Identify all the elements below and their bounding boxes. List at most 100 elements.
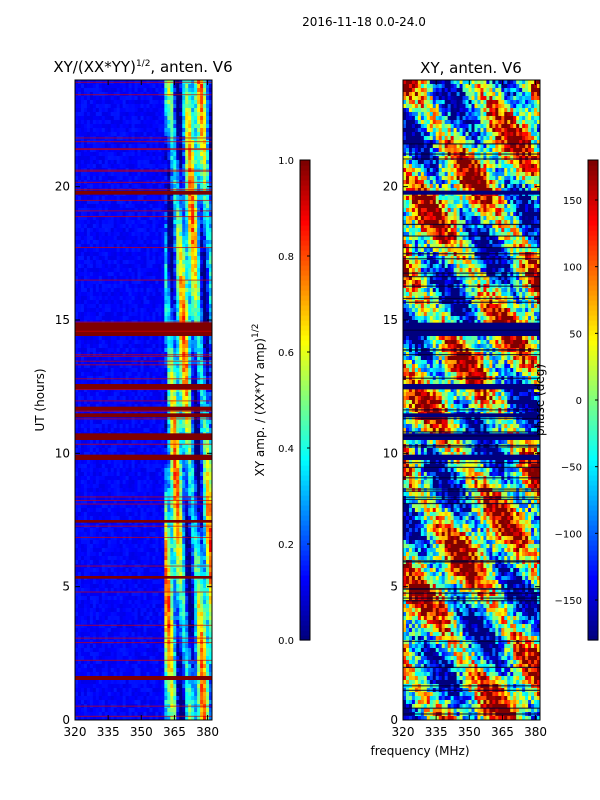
heatmap-cell [75, 380, 79, 385]
heatmap-cell [179, 208, 183, 213]
heatmap-cell [194, 112, 198, 117]
heatmap-cell [191, 212, 195, 217]
heatmap-cell [75, 512, 79, 517]
heatmap-cell [155, 268, 159, 273]
heatmap-cell [110, 144, 115, 149]
heatmap-cell [122, 488, 127, 493]
heatmap-cell [143, 392, 147, 397]
heatmap-cell [113, 132, 118, 137]
heatmap-cell [83, 248, 88, 253]
heatmap-cell [92, 244, 97, 249]
heatmap-cell [155, 88, 159, 93]
heatmap-cell [164, 224, 168, 229]
heatmap-cell [194, 300, 198, 305]
heatmap-cell [75, 268, 79, 273]
heatmap-cell [95, 368, 100, 373]
heatmap-cell [110, 476, 115, 481]
heatmap-cell [83, 348, 88, 353]
heatmap-cell [119, 216, 124, 221]
heatmap-cell [80, 100, 85, 105]
heatmap-cell [188, 464, 192, 469]
heatmap-cell [164, 420, 168, 425]
heatmap-cell [92, 376, 97, 381]
heatmap-cell [140, 248, 144, 253]
heatmap-cell [77, 236, 82, 241]
heatmap-cell [110, 356, 115, 361]
heatmap-cell [146, 364, 150, 369]
heatmap-cell [164, 112, 168, 117]
heatmap-cell [86, 492, 91, 497]
heatmap-cell [155, 224, 159, 229]
heatmap-cell [75, 164, 79, 169]
heatmap-cell [149, 504, 153, 509]
heatmap-cell [173, 348, 177, 353]
heatmap-cell [149, 196, 153, 201]
heatmap-cell [77, 372, 82, 377]
heatmap-cell [176, 272, 180, 277]
heatmap-cell [125, 196, 130, 201]
heatmap-cell [179, 388, 183, 393]
heatmap-cell [173, 312, 177, 317]
heatmap-cell [89, 488, 94, 493]
heatmap-cell [83, 344, 88, 349]
heatmap-cell [92, 504, 97, 509]
heatmap-cell [209, 480, 213, 485]
heatmap-cell [110, 228, 115, 233]
heatmap-cell [152, 96, 156, 101]
heatmap-cell [98, 488, 103, 493]
heatmap-cell [128, 360, 132, 365]
heatmap-cell [200, 204, 204, 209]
heatmap-cell [149, 400, 153, 405]
heatmap-cell [113, 464, 118, 469]
heatmap-cell [176, 140, 180, 145]
heatmap-cell [164, 336, 168, 341]
heatmap-cell [140, 460, 144, 465]
heatmap-cell [209, 300, 213, 305]
heatmap-cell [197, 244, 201, 249]
heatmap-cell [80, 144, 85, 149]
heatmap-cell [131, 464, 135, 469]
heatmap-cell [107, 340, 112, 345]
heatmap-cell [101, 388, 106, 393]
heatmap-cell [161, 144, 165, 149]
heatmap-cell [179, 112, 183, 117]
heatmap-cell [155, 260, 159, 265]
heatmap-cell [149, 172, 153, 177]
heatmap-cell [75, 284, 79, 289]
heatmap-cell [161, 368, 165, 373]
heatmap-cell [143, 156, 147, 161]
heatmap-cell [152, 484, 156, 489]
heatmap-cell [98, 396, 103, 401]
heatmap-cell [107, 176, 112, 181]
heatmap-cell [197, 380, 201, 385]
heatmap-cell [206, 88, 210, 93]
heatmap-cell [209, 96, 213, 101]
heatmap-cell [140, 100, 144, 105]
heatmap-cell [107, 96, 112, 101]
heatmap-cell [101, 360, 106, 365]
heatmap-cell [101, 196, 106, 201]
heatmap-cell [191, 376, 195, 381]
heatmap-cell [119, 388, 124, 393]
heatmap-cell [134, 356, 138, 361]
heatmap-cell [131, 148, 135, 153]
heatmap-cell [92, 212, 97, 217]
heatmap-cell [101, 204, 106, 209]
heatmap-cell [113, 508, 118, 513]
heatmap-cell [80, 204, 85, 209]
heatmap-cell [122, 236, 127, 241]
heatmap-cell [89, 196, 94, 201]
heatmap-cell [125, 400, 130, 405]
heatmap-cell [143, 224, 147, 229]
heatmap-cell [203, 220, 207, 225]
heatmap-cell [92, 184, 97, 189]
heatmap-cell [134, 340, 138, 345]
heatmap-cell [182, 296, 186, 301]
heatmap-cell [155, 276, 159, 281]
heatmap-cell [83, 244, 88, 249]
heatmap-cell [158, 300, 162, 305]
heatmap-cell [137, 468, 141, 473]
heatmap-cell [119, 288, 124, 293]
heatmap-cell [188, 380, 192, 385]
heatmap-cell [146, 512, 150, 517]
